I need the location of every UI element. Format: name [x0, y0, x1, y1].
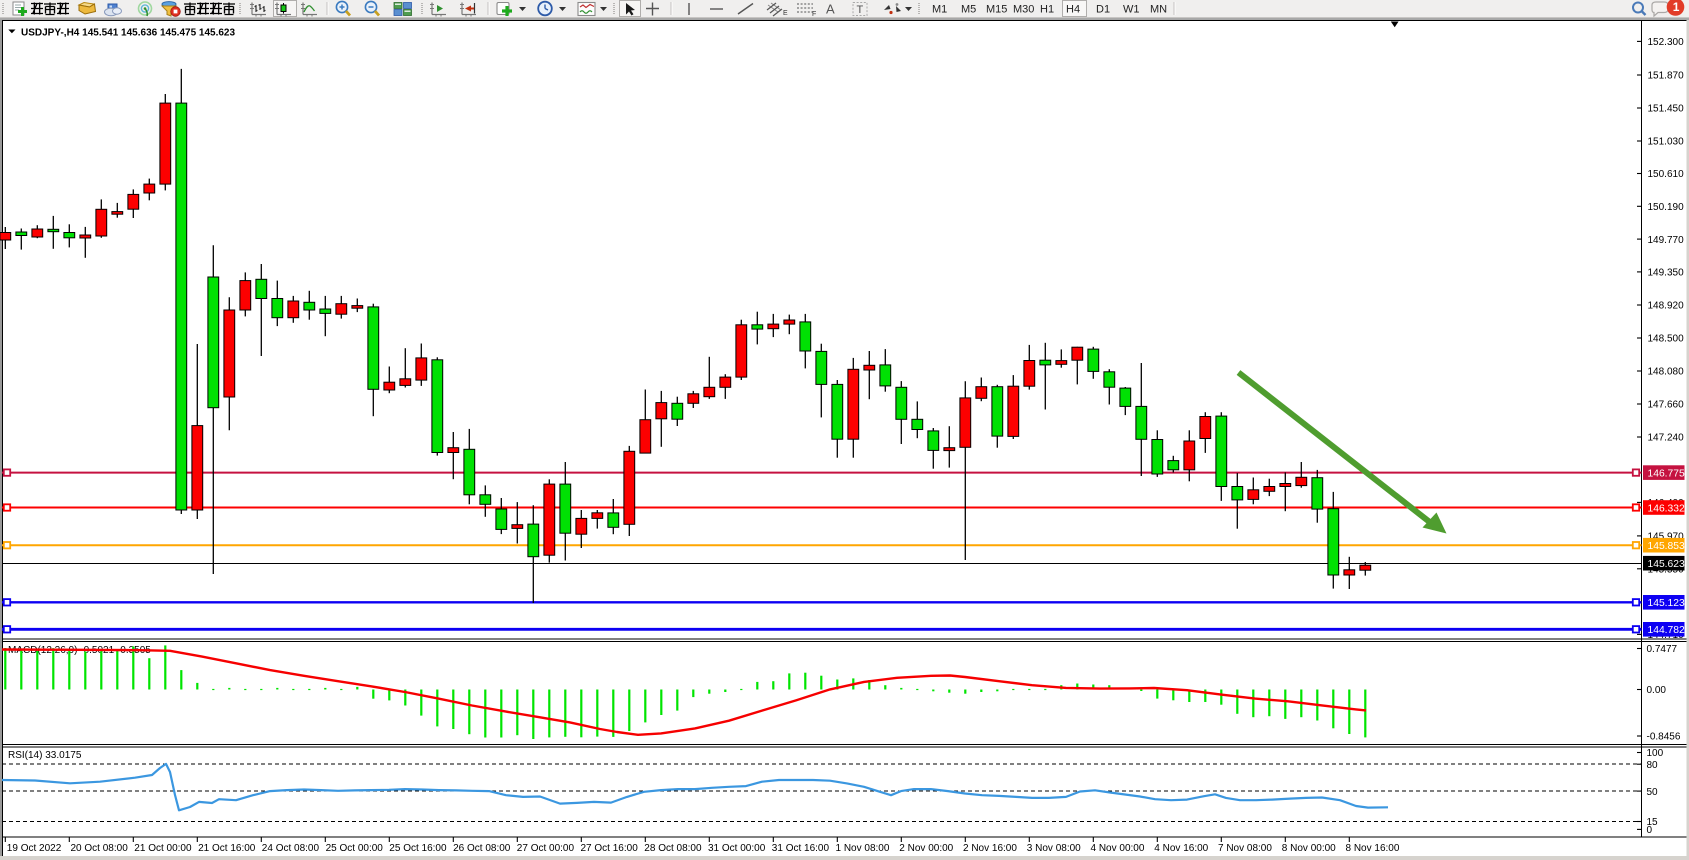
svg-text:3 Nov 08:00: 3 Nov 08:00 — [1027, 843, 1081, 854]
svg-text:31 Oct 00:00: 31 Oct 00:00 — [708, 843, 766, 854]
svg-text:H1: H1 — [1040, 4, 1054, 16]
svg-text:25 Oct 16:00: 25 Oct 16:00 — [389, 843, 447, 854]
svg-text:27 Oct 00:00: 27 Oct 00:00 — [517, 843, 575, 854]
svg-text:M30: M30 — [1013, 4, 1034, 16]
svg-text:20 Oct 08:00: 20 Oct 08:00 — [71, 843, 129, 854]
svg-text:152.300: 152.300 — [1648, 37, 1685, 48]
svg-text:19 Oct 2022: 19 Oct 2022 — [7, 843, 62, 854]
svg-text:1 Nov 08:00: 1 Nov 08:00 — [836, 843, 890, 854]
svg-text:149.770: 149.770 — [1648, 235, 1685, 246]
svg-text:151.450: 151.450 — [1648, 104, 1685, 115]
svg-text:15: 15 — [1647, 817, 1659, 828]
svg-text:50: 50 — [1647, 787, 1659, 798]
svg-text:0.7477: 0.7477 — [1647, 644, 1678, 655]
svg-text:8 Nov 00:00: 8 Nov 00:00 — [1282, 843, 1336, 854]
svg-text:MN: MN — [1150, 4, 1167, 16]
svg-text:F: F — [812, 11, 816, 18]
svg-text:100: 100 — [1647, 748, 1664, 759]
svg-text:21 Oct 16:00: 21 Oct 16:00 — [198, 843, 256, 854]
svg-text:147.240: 147.240 — [1648, 433, 1685, 444]
svg-text:A: A — [826, 2, 835, 17]
svg-text:24 Oct 08:00: 24 Oct 08:00 — [262, 843, 320, 854]
svg-text:M15: M15 — [986, 4, 1007, 16]
svg-text:2 Nov 00:00: 2 Nov 00:00 — [899, 843, 953, 854]
svg-text:150.190: 150.190 — [1648, 202, 1685, 213]
svg-text:148.500: 148.500 — [1648, 334, 1685, 345]
svg-text:M5: M5 — [961, 4, 976, 16]
svg-text:W1: W1 — [1123, 4, 1140, 16]
svg-text:80: 80 — [1647, 760, 1659, 771]
svg-text:145.853: 145.853 — [1648, 541, 1685, 552]
svg-text:2 Nov 16:00: 2 Nov 16:00 — [963, 843, 1017, 854]
svg-text:H4: H4 — [1066, 4, 1080, 16]
svg-text:M1: M1 — [932, 4, 947, 16]
svg-text:1: 1 — [1673, 0, 1680, 14]
svg-text:USDJPY-,H4 145.541 145.636 14: USDJPY-,H4 145.541 145.636 145.475 145.6… — [21, 28, 235, 39]
svg-text:151.030: 151.030 — [1648, 137, 1685, 148]
svg-text:147.660: 147.660 — [1648, 400, 1685, 411]
svg-text:26 Oct 08:00: 26 Oct 08:00 — [453, 843, 511, 854]
svg-text:28 Oct 08:00: 28 Oct 08:00 — [644, 843, 702, 854]
svg-text:146.775: 146.775 — [1648, 468, 1685, 479]
svg-text:145.970: 145.970 — [1648, 532, 1685, 543]
svg-text:RSI(14) 33.0175: RSI(14) 33.0175 — [8, 750, 82, 761]
svg-text:-0.8456: -0.8456 — [1647, 732, 1681, 743]
svg-text:0.00: 0.00 — [1647, 685, 1667, 696]
svg-text:27 Oct 16:00: 27 Oct 16:00 — [581, 843, 639, 854]
svg-text:145.623: 145.623 — [1648, 559, 1685, 570]
svg-text:146.332: 146.332 — [1648, 503, 1685, 514]
svg-text:144.782: 144.782 — [1648, 625, 1685, 636]
svg-text:148.920: 148.920 — [1648, 301, 1685, 312]
svg-text:25 Oct 00:00: 25 Oct 00:00 — [326, 843, 384, 854]
svg-text:T: T — [857, 4, 864, 16]
svg-text:8 Nov 16:00: 8 Nov 16:00 — [1346, 843, 1400, 854]
svg-text:150.610: 150.610 — [1648, 169, 1685, 180]
svg-text:149.350: 149.350 — [1648, 268, 1685, 279]
svg-text:4 Nov 16:00: 4 Nov 16:00 — [1154, 843, 1208, 854]
svg-text:0: 0 — [1647, 825, 1653, 836]
svg-text:4 Nov 00:00: 4 Nov 00:00 — [1091, 843, 1145, 854]
svg-text:D1: D1 — [1096, 4, 1110, 16]
svg-text:148.080: 148.080 — [1648, 367, 1685, 378]
svg-text:E: E — [783, 10, 788, 17]
svg-text:145.123: 145.123 — [1648, 598, 1685, 609]
svg-text:31 Oct 16:00: 31 Oct 16:00 — [772, 843, 830, 854]
svg-text:151.870: 151.870 — [1648, 71, 1685, 82]
svg-text:7 Nov 08:00: 7 Nov 08:00 — [1218, 843, 1272, 854]
svg-text:21 Oct 00:00: 21 Oct 00:00 — [134, 843, 192, 854]
